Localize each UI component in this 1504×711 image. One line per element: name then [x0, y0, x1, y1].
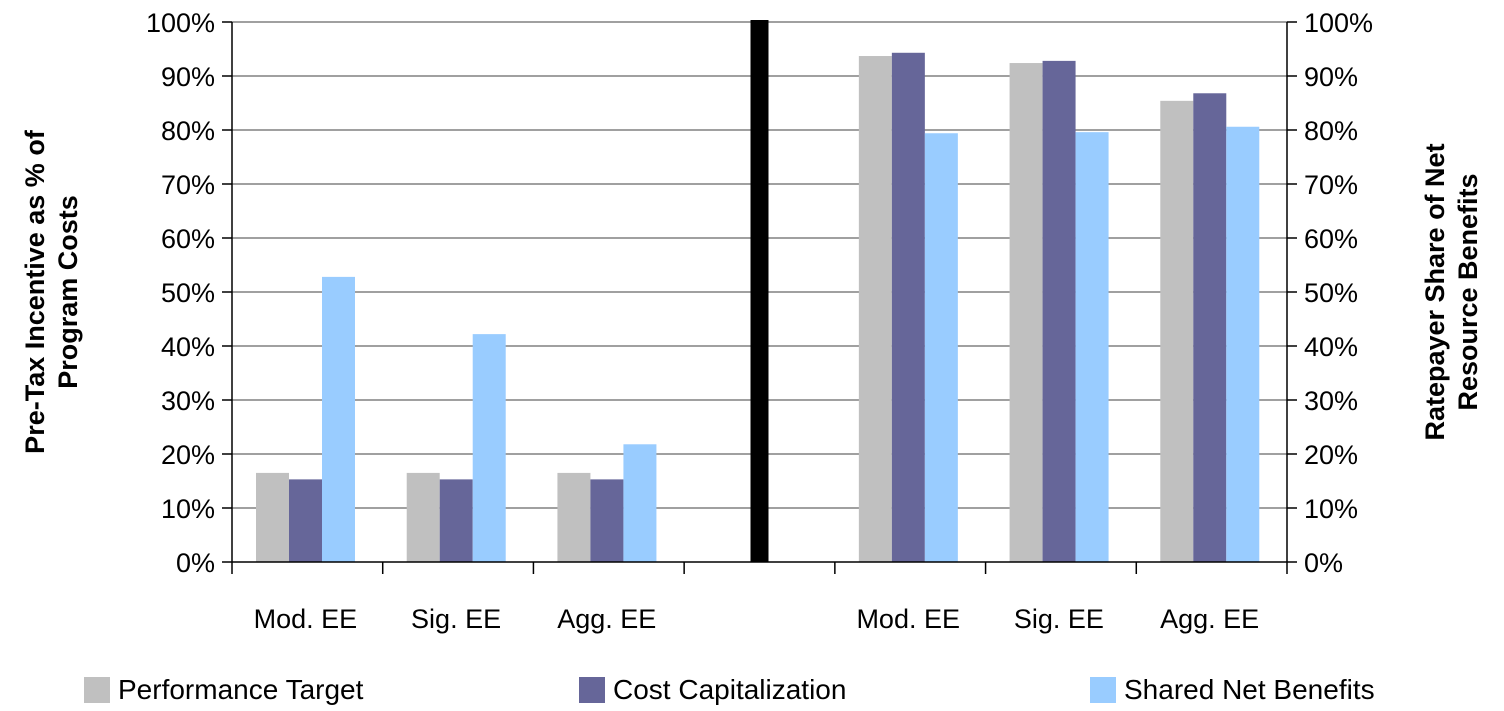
left-bar-shared-net-benefits: [623, 444, 657, 562]
legend-swatch-shared-net-benefits: [1090, 677, 1116, 703]
legend: Performance Target Cost Capitalization S…: [0, 672, 1504, 708]
axis-title-line: Pre-Tax Incentive as % of: [20, 129, 50, 454]
legend-item-shared-net-benefits: Shared Net Benefits: [1090, 672, 1375, 708]
right-y-tick-label: 90%: [1304, 62, 1358, 92]
legend-swatch-cost-capitalization: [579, 677, 605, 703]
right-y-tick-label: 70%: [1304, 170, 1358, 200]
right-y-axis-title: Ratepayer Share of Net Resource Benefits: [1420, 143, 1483, 440]
left-y-tick-label: 90%: [161, 62, 215, 92]
left-y-tick-label: 10%: [161, 494, 215, 524]
tick-labels: Mod. EE Sig. EE Agg. EE Mod. EE Sig. EE Agg. …: [146, 8, 1373, 634]
right-bar-performance-target: [1160, 100, 1194, 562]
right-category-label: Sig. EE: [1014, 604, 1104, 634]
left-y-tick-label: 20%: [161, 440, 215, 470]
right-bar-performance-target: [1009, 63, 1043, 562]
left-y-tick-label: 50%: [161, 278, 215, 308]
right-y-tick-label: 80%: [1304, 116, 1358, 146]
left-y-tick-label: 70%: [161, 170, 215, 200]
legend-label: Performance Target: [118, 674, 364, 705]
axis-title-line: Ratepayer Share of Net: [1420, 143, 1450, 440]
right-y-tick-label: 50%: [1304, 278, 1358, 308]
axis-title-line: Resource Benefits: [1453, 173, 1483, 410]
right-bar-cost-capitalization: [1042, 60, 1076, 562]
right-bar-performance-target: [858, 56, 892, 563]
left-bar-shared-net-benefits: [472, 334, 506, 562]
right-y-tick-label: 60%: [1304, 224, 1358, 254]
left-category-label: Mod. EE: [254, 604, 358, 634]
bars: [256, 20, 1260, 563]
axis-title-line: Program Costs: [53, 195, 83, 389]
legend-item-performance-target: Performance Target: [84, 672, 363, 708]
right-bar-cost-capitalization: [1193, 93, 1227, 562]
legend-label: Shared Net Benefits: [1124, 674, 1375, 705]
right-y-tick-label: 0%: [1304, 548, 1343, 578]
legend-swatch-performance-target: [84, 677, 110, 703]
left-y-tick-label: 0%: [176, 548, 215, 578]
right-y-tick-label: 10%: [1304, 494, 1358, 524]
right-bar-shared-net-benefits: [924, 133, 958, 563]
left-bar-cost-capitalization: [289, 479, 322, 562]
panel-divider: [750, 20, 769, 562]
left-y-tick-label: 60%: [161, 224, 215, 254]
right-y-tick-label: 30%: [1304, 386, 1358, 416]
left-y-axis-title: Pre-Tax Incentive as % of Program Costs: [20, 129, 83, 454]
left-category-label: Sig. EE: [411, 604, 501, 634]
right-category-label: Mod. EE: [856, 604, 960, 634]
right-bar-cost-capitalization: [891, 52, 925, 562]
right-y-tick-label: 20%: [1304, 440, 1358, 470]
left-y-tick-label: 30%: [161, 386, 215, 416]
left-bar-cost-capitalization: [439, 479, 473, 562]
left-y-tick-label: 40%: [161, 332, 215, 362]
dual-panel-bar-chart: Mod. EE Sig. EE Agg. EE Mod. EE Sig. EE Agg. …: [20, 8, 1483, 634]
right-bar-shared-net-benefits: [1226, 126, 1260, 562]
right-bar-shared-net-benefits: [1075, 132, 1109, 562]
left-category-label: Agg. EE: [557, 604, 656, 634]
left-bar-performance-target: [256, 472, 289, 562]
right-category-label: Agg. EE: [1160, 604, 1259, 634]
left-bar-performance-target: [406, 472, 440, 562]
left-bar-cost-capitalization: [590, 479, 624, 562]
legend-item-cost-capitalization: Cost Capitalization: [579, 672, 846, 708]
right-y-tick-label: 40%: [1304, 332, 1358, 362]
axes: [222, 21, 1297, 574]
legend-label: Cost Capitalization: [613, 674, 847, 705]
left-y-tick-label: 100%: [146, 8, 215, 38]
right-y-tick-label: 100%: [1304, 8, 1373, 38]
left-bar-shared-net-benefits: [322, 276, 355, 562]
left-bar-performance-target: [557, 472, 591, 562]
left-y-tick-label: 80%: [161, 116, 215, 146]
